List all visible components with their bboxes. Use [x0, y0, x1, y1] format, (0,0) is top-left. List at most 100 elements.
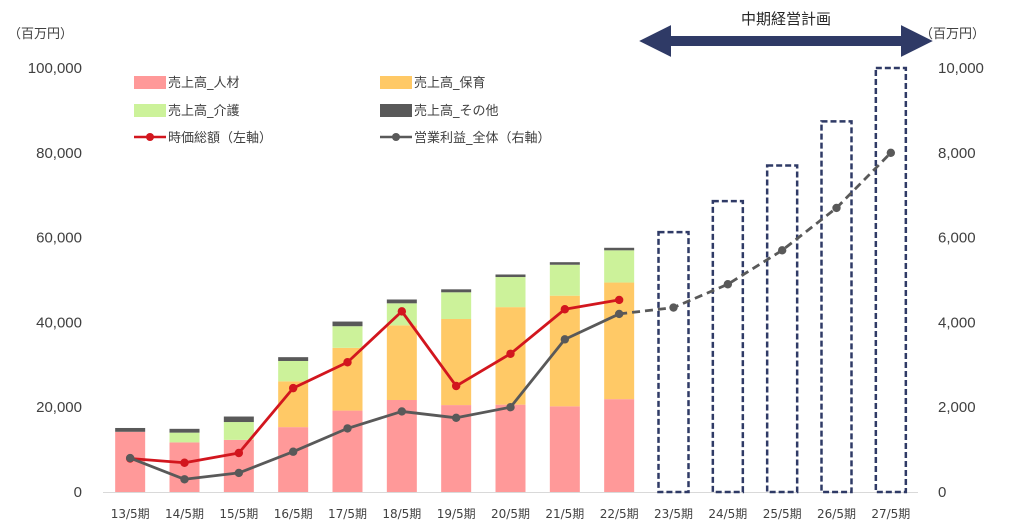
legend-swatch-other: [380, 104, 412, 117]
right-tick-label: 6,000: [938, 230, 976, 247]
x-tick-labels: 13/5期 14/5期 15/5期 16/5期 17/5期 18/5期 19/5期 20/5期…: [111, 507, 911, 521]
bar-segment-kaigo: [223, 422, 254, 440]
market-cap-point: [234, 448, 244, 458]
operating-profit-point: [614, 309, 624, 319]
market-cap-point: [560, 305, 570, 314]
operating-profit-point: [397, 407, 407, 416]
operating-profit-point: [343, 424, 352, 433]
bar-segment-jinzai: [223, 439, 254, 492]
x-tick-label: 24/5期: [708, 507, 747, 521]
bar-segment-other: [495, 274, 526, 278]
x-tick-label: 16/5期: [274, 507, 313, 521]
x-tick-label: 22/5期: [600, 507, 639, 521]
market-cap-line: [130, 298, 620, 465]
x-tick-label: 23/5期: [654, 507, 693, 521]
market-cap-point: [451, 381, 461, 391]
bars: [115, 247, 635, 492]
market-cap-point: [343, 358, 352, 367]
legend-label-operating-profit: 営業利益_全体（右軸）: [414, 130, 551, 146]
bar-segment-kaigo: [278, 360, 309, 382]
plan-bars: [657, 66, 908, 494]
plan-bar: [765, 164, 799, 494]
bar-segment-other: [169, 428, 200, 433]
axes: 0 20,000 40,000 60,000 80,000 100,000 0 2,000 4,…: [28, 60, 984, 501]
bar-segment-kaigo: [549, 264, 580, 296]
bar-segment-jinzai: [495, 404, 526, 492]
bar-segment-other: [223, 416, 254, 423]
x-tick-label: 15/5期: [219, 507, 258, 521]
bar-segment-jinzai: [169, 442, 200, 492]
bar-segment-hoiku: [332, 347, 363, 411]
bar-segment-hoiku: [441, 319, 472, 406]
right-tick-label: 0: [938, 484, 946, 501]
bar-segment-other: [115, 427, 146, 432]
market-cap-point: [288, 383, 298, 393]
bar-segment-kaigo: [441, 292, 472, 320]
operating-profit-forecast-point: [777, 246, 787, 255]
bar-segment-jinzai: [332, 410, 363, 492]
left-axis-unit: （百万円）: [8, 27, 73, 42]
legend-label-kaigo: 売上高_介護: [168, 103, 240, 119]
legend-marker-operating-profit: [392, 133, 400, 141]
bar-segment-jinzai: [549, 406, 580, 492]
right-tick-label: 2,000: [938, 399, 976, 416]
plan-bar: [874, 66, 908, 494]
x-tick-label: 25/5期: [763, 507, 802, 521]
x-tick-label: 18/5期: [382, 507, 421, 521]
left-tick-label: 40,000: [36, 314, 82, 331]
operating-profit-line: [129, 312, 620, 481]
plan-bar: [820, 120, 853, 494]
x-tick-label: 13/5期: [111, 507, 150, 521]
legend-label-other: 売上高_その他: [414, 103, 499, 119]
operating-profit-forecast-point: [723, 280, 733, 289]
operating-profit-point: [506, 403, 515, 412]
market-cap-point: [506, 349, 515, 358]
bar-segment-other: [549, 262, 580, 265]
operating-profit-forecast-line: [619, 151, 892, 316]
x-tick-label: 20/5期: [491, 507, 530, 521]
bar-segment-kaigo: [332, 326, 363, 348]
left-tick-label: 0: [74, 484, 82, 501]
bar-segment-other: [441, 289, 472, 293]
bar-segment-jinzai: [604, 399, 635, 492]
bar-segment-other: [386, 299, 417, 304]
legend-label-jinzai: 売上高_人材: [168, 75, 240, 91]
operating-profit-point: [180, 475, 189, 484]
bar-segment-kaigo: [604, 250, 635, 283]
x-tick-label: 21/5期: [545, 507, 584, 521]
x-tick-label: 19/5期: [437, 507, 476, 521]
right-tick-label: 4,000: [938, 314, 976, 331]
operating-profit-point: [125, 453, 135, 463]
legend-marker-market-cap: [146, 133, 154, 141]
bar-segment-other: [332, 321, 363, 327]
plan-annotation: 中期経営計画: [639, 10, 933, 58]
x-tick-label: 26/5期: [817, 507, 856, 521]
plan-bar: [657, 230, 690, 494]
legend: 売上高_人材 売上高_保育 売上高_介護 売上高_その他 時価総額（左軸） 営業…: [134, 75, 551, 146]
bar-segment-other: [278, 357, 309, 361]
legend-label-hoiku: 売上高_保育: [414, 75, 486, 91]
plan-bar: [711, 199, 745, 494]
operating-profit-point: [288, 447, 298, 456]
left-tick-label: 20,000: [36, 399, 82, 416]
bar-segment-jinzai: [278, 427, 309, 492]
legend-swatch-hoiku: [380, 76, 412, 89]
x-tick-label: 17/5期: [328, 507, 367, 521]
legend-label-market-cap: 時価総額（左軸）: [168, 131, 272, 146]
market-cap-point: [180, 458, 189, 467]
x-tick-label: 27/5期: [871, 507, 910, 521]
operating-profit-forecast-point: [669, 303, 678, 312]
bar-segment-kaigo: [495, 277, 526, 308]
operating-profit-point: [234, 468, 244, 478]
right-tick-label: 8,000: [938, 145, 976, 162]
operating-profit-point: [560, 335, 570, 344]
left-tick-label: 60,000: [36, 230, 82, 247]
x-tick-label: 14/5期: [165, 507, 204, 521]
market-cap-point: [397, 307, 407, 316]
legend-swatch-jinzai: [134, 76, 166, 89]
bar-segment-other: [604, 247, 635, 251]
operating-profit-forecast-point: [886, 148, 896, 157]
left-tick-label: 80,000: [36, 145, 82, 162]
lines: [125, 148, 896, 484]
